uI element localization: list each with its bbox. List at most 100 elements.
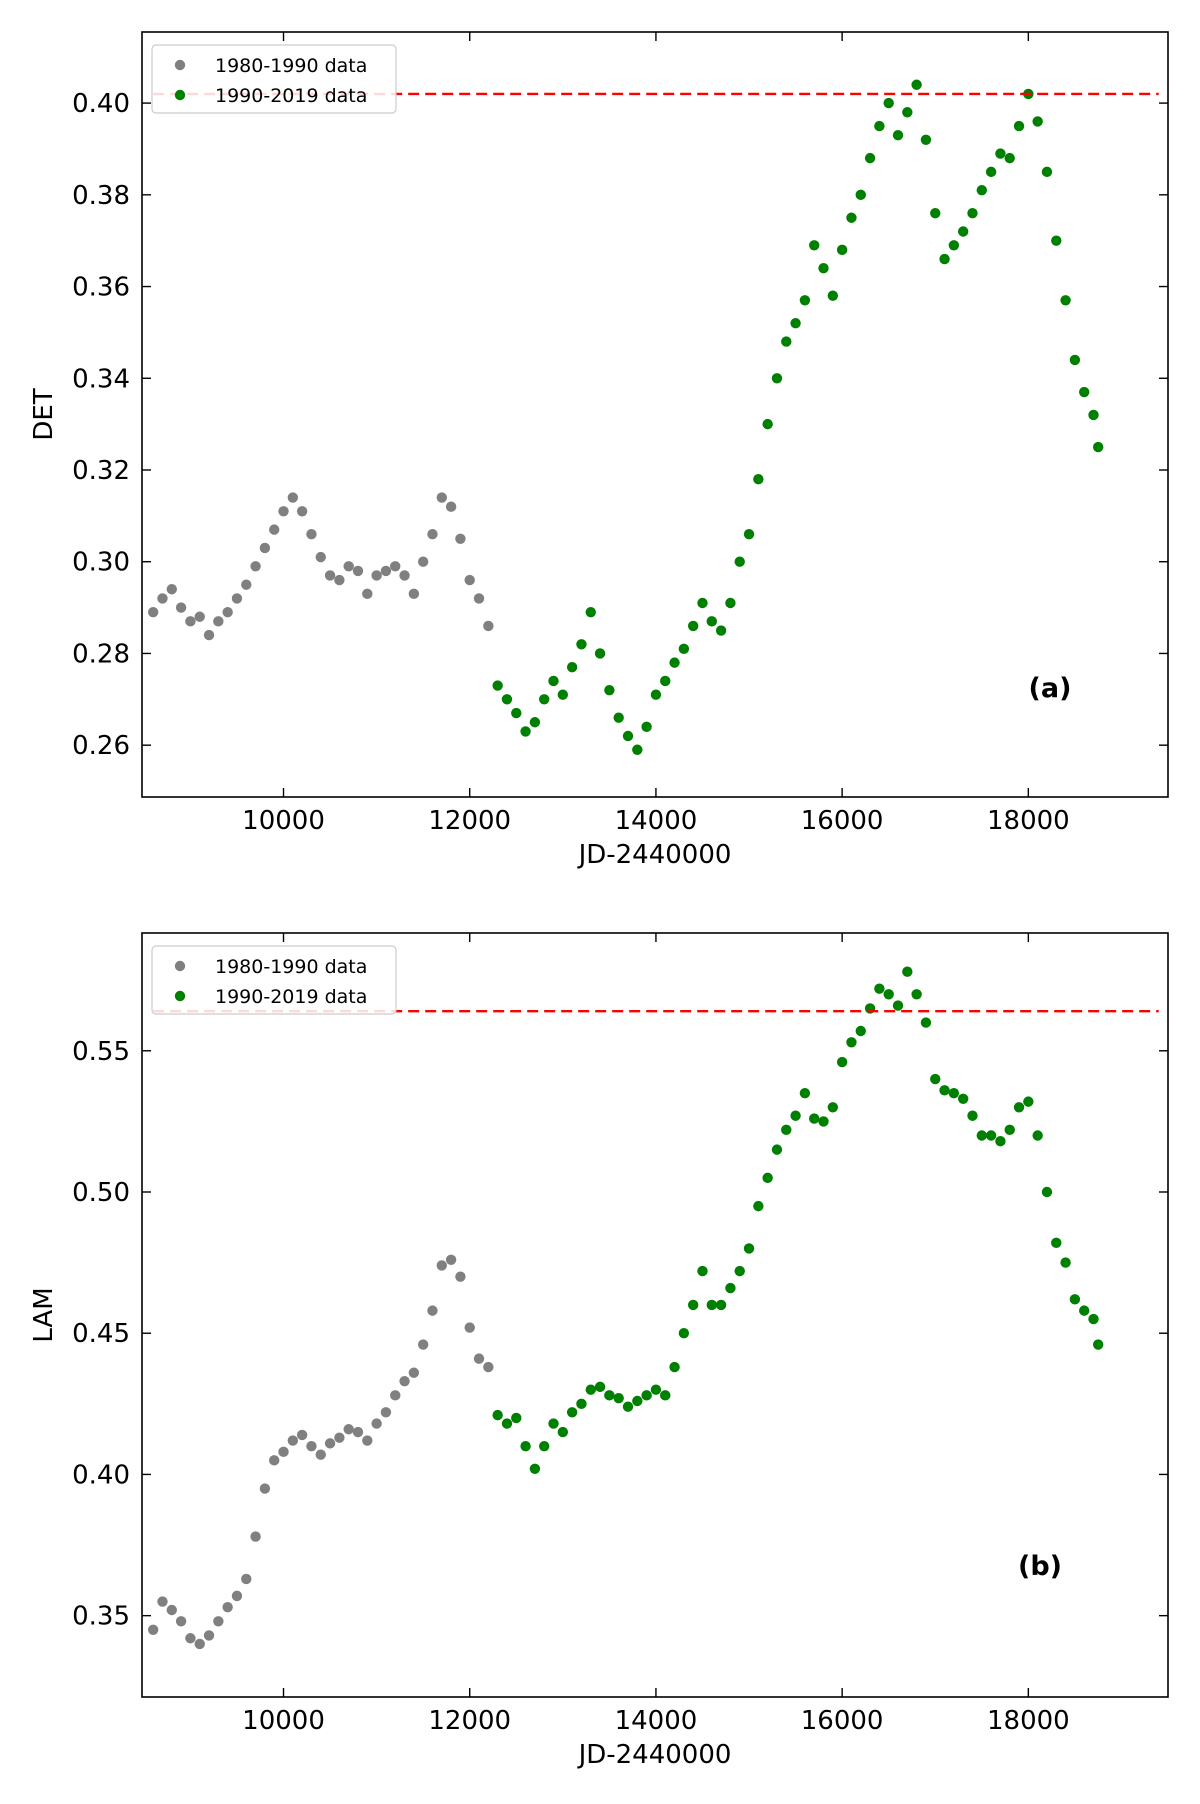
x-tick-label: 14000 — [615, 806, 698, 836]
data-point — [632, 1395, 643, 1407]
series-1980-1990 — [147, 1254, 494, 1650]
data-point — [306, 529, 317, 540]
data-point — [604, 684, 615, 696]
data-point — [548, 675, 559, 687]
data-point — [231, 1590, 243, 1602]
data-point — [483, 620, 494, 632]
data-point — [697, 1265, 708, 1277]
data-point — [1060, 295, 1071, 306]
data-point — [762, 418, 773, 430]
data-point — [883, 989, 894, 1000]
y-axis-label: LAM — [29, 1287, 59, 1342]
data-point — [641, 1390, 652, 1401]
data-point — [753, 473, 764, 485]
data-point — [855, 189, 866, 201]
data-point — [380, 565, 392, 577]
data-point — [1060, 1257, 1071, 1268]
data-point — [222, 606, 233, 618]
data-point — [455, 1271, 466, 1282]
data-point — [399, 1376, 410, 1387]
panel-label: (a) — [1029, 673, 1072, 704]
data-point — [957, 1093, 969, 1104]
data-point — [241, 1573, 252, 1585]
data-point — [985, 166, 997, 178]
data-point — [501, 694, 513, 705]
data-point — [464, 1322, 475, 1333]
y-axis-label: DET — [29, 388, 59, 440]
data-point — [362, 1435, 373, 1446]
legend-marker — [174, 990, 186, 1002]
y-tick-label: 0.30 — [72, 548, 130, 578]
data-point — [203, 1630, 215, 1641]
data-point — [650, 1384, 662, 1395]
x-tick-label: 18000 — [987, 1706, 1070, 1736]
data-point — [613, 1392, 624, 1404]
data-point — [324, 1438, 336, 1449]
data-point — [818, 1116, 829, 1127]
y-tick-label: 0.35 — [72, 1602, 130, 1632]
data-point — [799, 1087, 811, 1099]
data-point — [147, 1624, 159, 1635]
data-point — [669, 657, 680, 668]
data-point — [296, 1429, 308, 1441]
data-point — [1079, 386, 1090, 398]
data-point — [1051, 235, 1062, 246]
data-point — [1051, 1237, 1062, 1249]
data-point — [296, 506, 308, 517]
data-point — [390, 561, 401, 572]
data-point — [799, 295, 811, 306]
legend-label: 1980-1990 data — [215, 956, 367, 978]
data-point — [827, 1102, 839, 1113]
legend-label: 1990-2019 data — [215, 85, 367, 107]
series-1990-2019 — [492, 79, 1104, 755]
data-point — [539, 694, 550, 705]
data-point — [809, 1113, 820, 1124]
data-point — [632, 744, 643, 755]
data-point — [1013, 1102, 1025, 1113]
data-point — [585, 606, 596, 618]
x-axis-label: JD-2440000 — [577, 840, 732, 870]
data-point — [566, 662, 578, 673]
data-point — [1092, 441, 1104, 453]
data-point — [445, 1254, 457, 1265]
data-point — [855, 1025, 866, 1037]
legend-marker — [174, 59, 186, 71]
data-point — [1032, 116, 1043, 127]
data-point — [576, 1398, 587, 1410]
data-point — [529, 717, 541, 728]
data-point — [585, 1384, 596, 1395]
data-point — [743, 1243, 755, 1254]
data-point — [147, 606, 159, 618]
data-point — [557, 1426, 569, 1438]
data-point — [594, 1381, 606, 1393]
data-point — [902, 966, 913, 977]
data-point — [995, 148, 1006, 159]
data-point — [622, 730, 634, 742]
data-point — [939, 1085, 950, 1096]
data-point — [641, 721, 652, 733]
data-point — [1079, 1305, 1090, 1316]
legend-label: 1980-1990 data — [215, 55, 367, 77]
data-point — [957, 226, 969, 237]
data-point — [194, 611, 205, 622]
data-point — [287, 1435, 299, 1446]
data-point — [548, 1418, 559, 1429]
data-point — [678, 643, 690, 655]
data-point — [846, 1037, 857, 1048]
plot-area — [147, 79, 1104, 755]
legend: 1980-1990 data 1990-2019 data — [151, 945, 397, 1015]
data-point — [259, 542, 271, 554]
data-point — [352, 565, 364, 577]
data-point — [427, 1305, 438, 1316]
data-point — [902, 107, 913, 118]
data-point — [911, 989, 922, 1000]
data-point — [185, 616, 196, 627]
data-point — [604, 1390, 615, 1401]
data-point — [250, 561, 261, 572]
data-point — [836, 244, 848, 256]
chart-panel-a: 10000 12000 14000 16000 18000 0.26 0.28 0.30 0.3… — [29, 31, 1169, 870]
data-point — [874, 983, 885, 994]
data-point — [687, 1299, 699, 1311]
y-tick-label: 0.45 — [72, 1319, 130, 1349]
